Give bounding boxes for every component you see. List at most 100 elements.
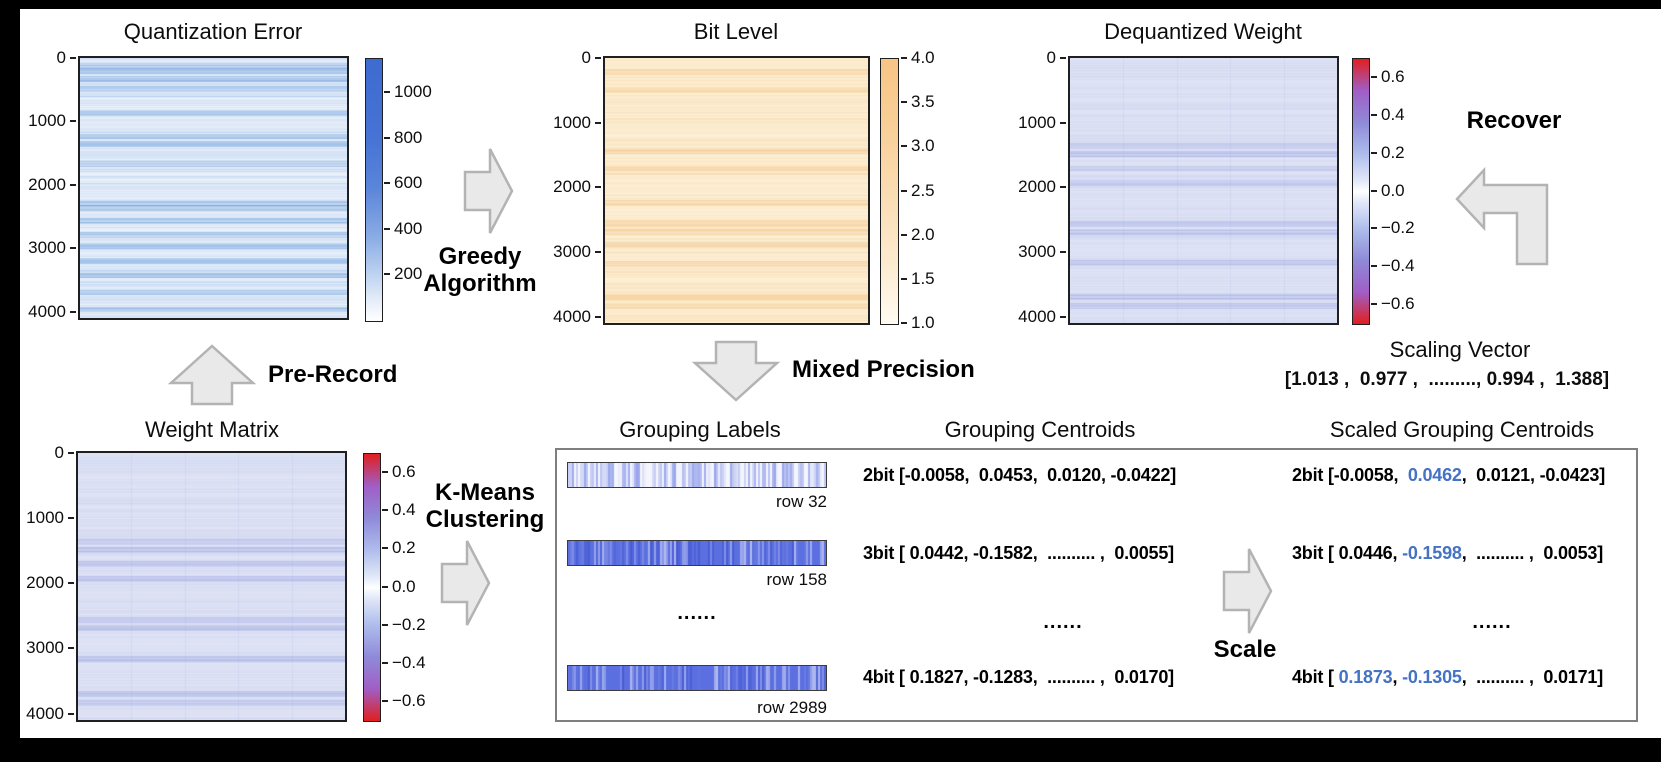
wm-y-axis: 0 1000 2000 3000 4000 bbox=[24, 443, 74, 723]
tick-mark bbox=[1371, 303, 1377, 306]
pre-record-arrow-icon bbox=[168, 344, 256, 406]
qe-colorbar-ticks: 1000 800 600 400 200 bbox=[384, 58, 444, 320]
scaled-4bit-prefix: 4bit [ bbox=[1292, 667, 1339, 687]
tick-mark bbox=[70, 310, 76, 313]
scaled-4bit-highlight-2: -0.1305 bbox=[1402, 667, 1462, 687]
dw-heatmap bbox=[1068, 56, 1339, 325]
tick-mark bbox=[595, 57, 601, 59]
tick-label: −0.2 bbox=[1381, 218, 1415, 238]
tick-label: 4000 bbox=[553, 306, 591, 326]
colorbar-tick: 600 bbox=[384, 173, 422, 193]
y-tick: 4000 bbox=[26, 704, 74, 724]
tick-mark bbox=[1060, 57, 1066, 59]
wm-heatmap-canvas bbox=[78, 453, 345, 720]
tick-label: 3.5 bbox=[911, 92, 935, 112]
kmeans-clustering-label: K-Means Clustering bbox=[405, 479, 565, 533]
tick-label: 400 bbox=[394, 218, 423, 238]
dw-heatmap-canvas bbox=[1070, 58, 1337, 323]
panel-title-quantization-error: Quantization Error bbox=[123, 19, 303, 44]
y-tick: 2000 bbox=[28, 175, 76, 195]
colorbar-tick: 0.2 bbox=[382, 538, 416, 558]
centroids-ellipsis: ...... bbox=[1043, 611, 1083, 633]
tick-mark bbox=[384, 182, 390, 185]
centroid-row-4bit: 4bit [ 0.1827, -0.1283, .......... , 0.0… bbox=[863, 667, 1174, 687]
dw-y-axis: 0 1000 2000 3000 4000 bbox=[1016, 48, 1066, 326]
tick-label: 0.4 bbox=[1381, 104, 1405, 124]
tick-label: 1000 bbox=[1018, 112, 1056, 132]
colorbar-tick: −0.6 bbox=[382, 691, 426, 711]
y-tick: 4000 bbox=[1018, 307, 1066, 327]
tick-mark bbox=[1371, 75, 1377, 78]
y-tick: 2000 bbox=[553, 177, 601, 197]
qe-colorbar bbox=[365, 58, 383, 322]
y-tick: 0 bbox=[582, 48, 601, 68]
scaled-2bit-prefix: 2bit [-0.0058, bbox=[1292, 465, 1408, 485]
tick-label: 2000 bbox=[26, 573, 64, 593]
y-tick: 3000 bbox=[1018, 242, 1066, 262]
tick-mark bbox=[901, 233, 907, 236]
scaled-4bit-mid: , bbox=[1392, 667, 1403, 687]
qe-y-axis: 0 1000 2000 3000 4000 bbox=[26, 48, 76, 321]
tick-mark bbox=[384, 136, 390, 139]
panel-title-bit-level: Bit Level bbox=[693, 19, 779, 44]
y-tick: 0 bbox=[1047, 48, 1066, 68]
greedy-algorithm-label: Greedy Algorithm bbox=[400, 243, 560, 297]
tick-label: 1.5 bbox=[911, 268, 935, 288]
strip-row-label: row 32 bbox=[775, 492, 827, 511]
tick-label: 0.2 bbox=[392, 538, 416, 558]
scaled-centroid-row-2bit: 2bit [-0.0058, 0.0462, 0.0121, -0.0423] bbox=[1292, 465, 1605, 486]
tick-label: 0 bbox=[56, 48, 66, 67]
dw-colorbar-ticks: 0.6 0.4 0.2 0.0 −0.2 −0.4 −0.6 bbox=[1371, 58, 1431, 323]
colorbar-tick: 2.5 bbox=[901, 181, 935, 201]
grouping-strip-4bit bbox=[567, 665, 827, 691]
tick-mark bbox=[1371, 265, 1377, 268]
colorbar-tick: −0.4 bbox=[1371, 256, 1415, 276]
colorbar-tick: 0.6 bbox=[1371, 67, 1405, 87]
tick-label: 0.0 bbox=[392, 576, 416, 596]
colorbar-tick: 0.4 bbox=[382, 500, 416, 520]
tick-label: 0.6 bbox=[392, 461, 416, 481]
tick-mark bbox=[68, 582, 74, 585]
bit-colorbar bbox=[880, 58, 899, 325]
tick-label: −0.6 bbox=[392, 691, 426, 711]
scaled-3bit-prefix: 3bit [ 0.0446, bbox=[1292, 543, 1403, 563]
tick-label: 0 bbox=[1046, 48, 1056, 67]
strip-row-label: row 2989 bbox=[757, 698, 827, 717]
y-tick: 4000 bbox=[553, 307, 601, 327]
colorbar-tick: 3.5 bbox=[901, 92, 935, 112]
tick-label: 2.5 bbox=[911, 180, 935, 200]
tick-mark bbox=[382, 623, 388, 626]
tick-mark bbox=[68, 452, 74, 454]
tick-label: 1000 bbox=[26, 508, 64, 528]
recover-arrow-icon bbox=[1455, 166, 1549, 266]
bit-heatmap bbox=[603, 56, 870, 325]
scaled-grouping-centroids-title: Scaled Grouping Centroids bbox=[1329, 417, 1595, 442]
grouping-labels-title: Grouping Labels bbox=[619, 417, 781, 442]
colorbar-tick: −0.2 bbox=[382, 615, 426, 635]
tick-mark bbox=[382, 661, 388, 664]
scale-arrow-icon bbox=[1222, 548, 1273, 634]
tick-mark bbox=[901, 57, 907, 59]
wm-colorbar bbox=[363, 453, 381, 722]
tick-label: 3000 bbox=[1018, 241, 1056, 261]
tick-mark bbox=[901, 322, 907, 324]
tick-label: 1000 bbox=[394, 82, 432, 102]
colorbar-tick: −0.4 bbox=[382, 653, 426, 673]
colorbar-tick: 1000 bbox=[384, 82, 432, 102]
colorbar-tick: 3.0 bbox=[901, 136, 935, 156]
colorbar-tick: −0.6 bbox=[1371, 294, 1415, 314]
tick-mark bbox=[1060, 186, 1066, 189]
colorbar-tick: 0.6 bbox=[382, 462, 416, 482]
scaled-4bit-suffix: , .......... , 0.0171] bbox=[1461, 667, 1603, 687]
tick-mark bbox=[901, 189, 907, 192]
tick-mark bbox=[901, 101, 907, 104]
tick-label: 3000 bbox=[553, 241, 591, 261]
tick-label: 0.6 bbox=[1381, 66, 1405, 86]
y-tick: 3000 bbox=[26, 638, 74, 658]
grouping-box: row 32 row 158 ...... row 2989 2bit [-0.… bbox=[555, 448, 1638, 722]
strip-2bit-canvas bbox=[568, 463, 826, 487]
tick-mark bbox=[68, 647, 74, 650]
strip-3bit-canvas bbox=[568, 541, 826, 565]
greedy-label-line2: Algorithm bbox=[423, 270, 537, 297]
